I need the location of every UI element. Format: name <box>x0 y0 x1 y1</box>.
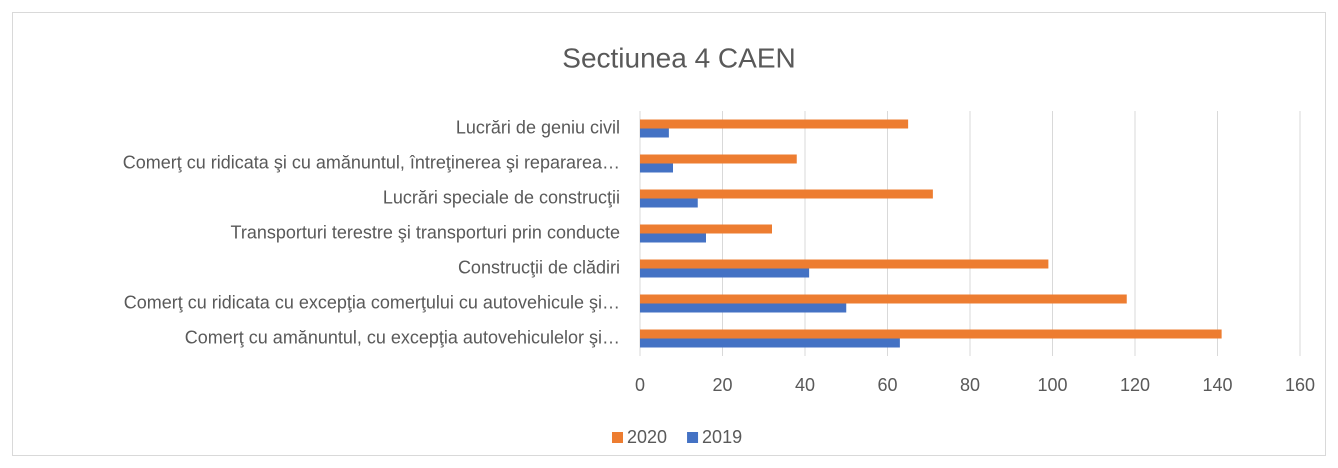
x-tick-label: 140 <box>1202 375 1232 395</box>
legend-label: 2019 <box>702 427 742 447</box>
bar <box>640 303 847 313</box>
bar <box>640 259 1049 269</box>
bar <box>640 163 673 173</box>
bar <box>640 198 698 208</box>
bar <box>640 224 772 234</box>
legend-swatch <box>687 432 699 443</box>
x-tick-label: 60 <box>877 375 897 395</box>
bar <box>640 233 706 243</box>
x-tick-label: 160 <box>1285 375 1315 395</box>
x-tick-label: 0 <box>635 375 645 395</box>
x-tick-label: 80 <box>960 375 980 395</box>
x-tick-label: 40 <box>795 375 815 395</box>
bar <box>640 154 797 164</box>
y-tick-label: Construcţii de clădiri <box>458 257 620 277</box>
y-tick-label: Comerţ cu ridicata şi cu amănuntul, într… <box>123 152 620 172</box>
bar <box>640 338 900 348</box>
bar <box>640 189 933 199</box>
y-tick-label: Comerţ cu amănuntul, cu excepţia autoveh… <box>185 327 620 347</box>
bar <box>640 294 1127 304</box>
x-tick-label: 20 <box>712 375 732 395</box>
bar <box>640 268 810 278</box>
bar <box>640 329 1222 339</box>
chart-title: Sectiunea 4 CAEN <box>562 42 795 73</box>
x-tick-label: 120 <box>1120 375 1150 395</box>
x-tick-label: 100 <box>1037 375 1067 395</box>
legend-label: 2020 <box>627 427 667 447</box>
y-tick-label: Lucrări speciale de construcţii <box>383 187 620 207</box>
y-tick-label: Comerţ cu ridicata cu excepţia comerţulu… <box>124 292 620 312</box>
bar <box>640 119 909 129</box>
y-tick-label: Lucrări de geniu civil <box>456 117 620 137</box>
legend-swatch <box>612 432 623 443</box>
bar <box>640 128 669 138</box>
y-tick-label: Transporturi terestre şi transporturi pr… <box>231 222 621 242</box>
